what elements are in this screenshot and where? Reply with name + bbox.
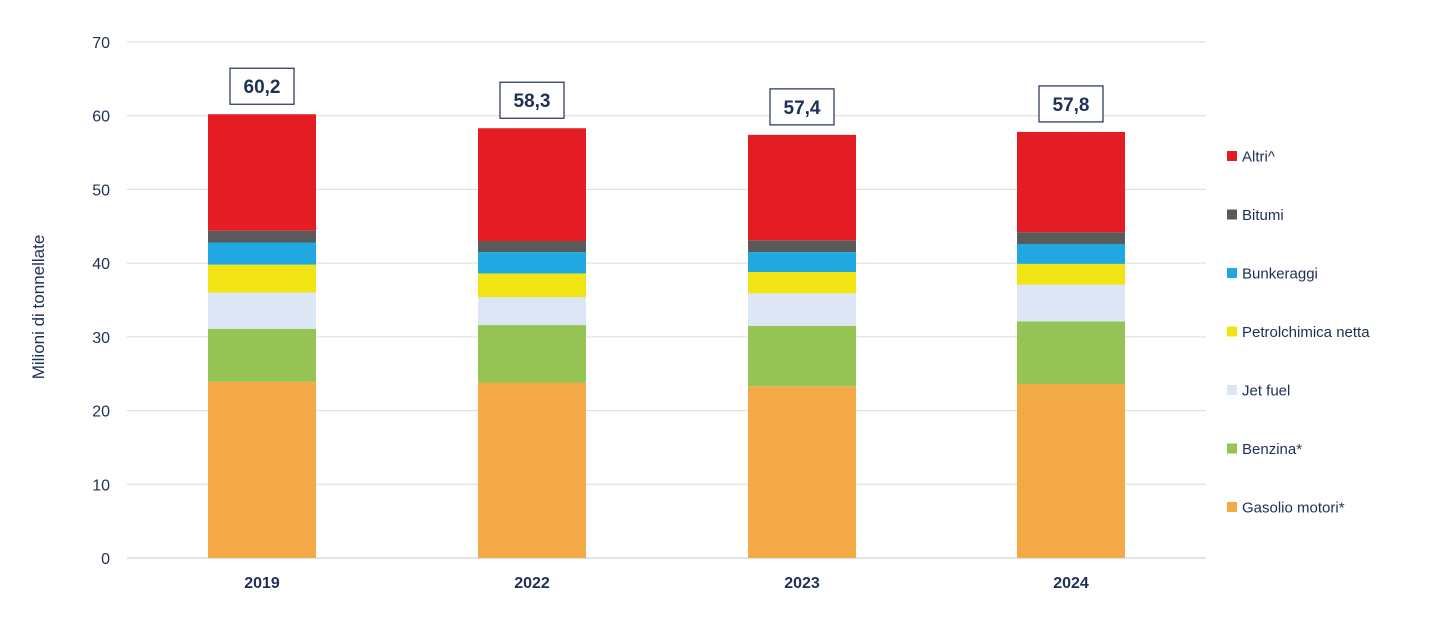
legend-label: Petrolchimica netta — [1242, 324, 1370, 341]
total-label: 58,3 — [514, 91, 551, 112]
total-label-box — [769, 88, 835, 126]
x-tick-label: 2019 — [244, 575, 280, 592]
x-tick-label: 2023 — [784, 575, 820, 592]
total-labels: 60,2 58,3 57,4 57,8 — [229, 67, 1104, 126]
x-tick-label: 2022 — [514, 575, 550, 592]
x-axis-labels: 2019 2022 2023 2024 — [244, 575, 1089, 592]
y-tick-label: 70 — [92, 35, 110, 52]
bar-segment — [1017, 284, 1125, 322]
total-label: 57,4 — [784, 98, 821, 119]
bar-segment — [748, 325, 856, 387]
bar-segment — [478, 241, 586, 253]
bar-segment — [1017, 243, 1125, 264]
legend-label: Gasolio motori* — [1242, 500, 1345, 517]
x-tick-label: 2024 — [1053, 575, 1089, 592]
bar-segment — [1017, 321, 1125, 385]
total-label: 60,2 — [244, 77, 281, 98]
legend-swatch — [1227, 151, 1237, 161]
total-label: 57,8 — [1053, 95, 1090, 116]
y-axis-ticks: 0 10 20 30 40 50 60 70 — [92, 35, 110, 568]
bar-segment — [1017, 263, 1125, 285]
bar-segment — [208, 242, 316, 265]
y-tick-label: 40 — [92, 256, 110, 273]
y-tick-label: 60 — [92, 109, 110, 126]
legend-label: Benzina* — [1242, 441, 1302, 458]
legend-swatch — [1227, 326, 1237, 337]
y-tick-label: 10 — [92, 477, 110, 494]
bar-segment — [478, 273, 586, 298]
legend-label: Altri^ — [1242, 149, 1275, 166]
bar-segment — [748, 252, 856, 272]
bar-segment — [1017, 232, 1125, 244]
bar-segment — [748, 293, 856, 326]
total-label-box — [229, 67, 295, 105]
bar-segment — [478, 382, 586, 558]
bar-segment — [478, 252, 586, 274]
total-label-box — [1038, 85, 1104, 123]
legend-label: Bitumi — [1242, 207, 1284, 224]
bar-segment — [208, 292, 316, 329]
bar-segment — [208, 328, 316, 382]
bar-segment — [478, 325, 586, 383]
legend-label: Bunkeraggi — [1242, 266, 1318, 283]
total-label-box — [499, 81, 565, 119]
bar-segment — [1017, 131, 1125, 233]
y-tick-label: 20 — [92, 404, 110, 421]
bars — [208, 114, 1125, 558]
bar-segment — [208, 114, 316, 231]
bar-segment — [1017, 384, 1125, 558]
legend-swatch — [1227, 502, 1237, 512]
bar-segment — [478, 128, 586, 242]
legend-swatch — [1227, 385, 1237, 395]
bar-segment — [208, 230, 316, 243]
y-tick-label: 50 — [92, 182, 110, 199]
bar-segment — [748, 134, 856, 241]
bar-segment — [748, 240, 856, 253]
bar-segment — [748, 271, 856, 294]
legend-swatch — [1227, 209, 1237, 220]
y-axis-label: Milioni di tonnellate — [29, 235, 48, 380]
legend-swatch — [1227, 268, 1237, 278]
bar-segment — [748, 386, 856, 558]
y-tick-label: 30 — [92, 330, 110, 347]
y-tick-label: 0 — [101, 551, 110, 568]
bar-segment — [208, 264, 316, 293]
legend-swatch — [1227, 443, 1237, 454]
legend-label: Jet fuel — [1242, 383, 1290, 400]
bar-segment — [478, 297, 586, 326]
legend: Altri^ Bitumi Bunkeraggi Petrolchimica nett… — [1227, 149, 1370, 517]
bar-segment — [208, 381, 316, 558]
